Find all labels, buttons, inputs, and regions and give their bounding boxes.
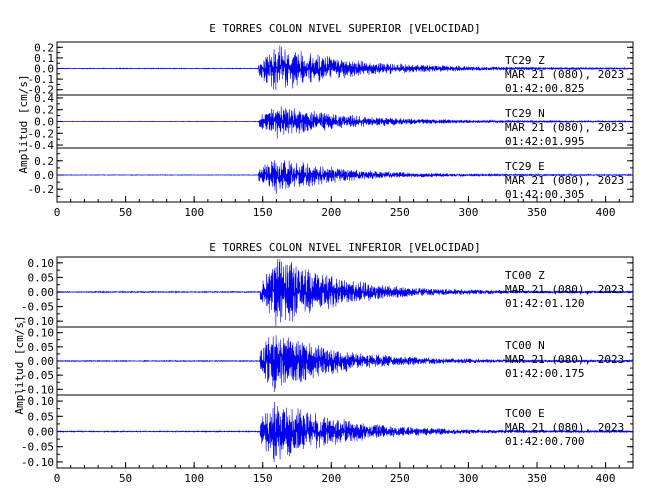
date-label: MAR 21 (080), 2023 [505, 353, 624, 366]
date-label: MAR 21 (080), 2023 [505, 68, 624, 81]
y-tick-label: 0.00 [28, 286, 55, 299]
station-component-label: TC00 N [505, 339, 545, 352]
lower-y-axis-label: Amplitud [cm/s] [13, 315, 26, 414]
station-component-label: TC29 E [505, 160, 545, 173]
time-label: 01:42:00.700 [505, 435, 584, 448]
y-tick-label: 0.10 [28, 327, 55, 340]
y-tick-label: 0.00 [28, 426, 55, 439]
y-tick-label: 0.1 [34, 52, 54, 65]
y-tick-label: 0.05 [28, 271, 55, 284]
waveform-line [56, 160, 634, 194]
time-label: 01:42:00.825 [505, 82, 584, 95]
y-tick-label: 0.0 [34, 63, 54, 76]
x-tick-label: 0 [54, 472, 61, 485]
date-label: MAR 21 (080), 2023 [505, 421, 624, 434]
y-tick-label: 0.2 [34, 41, 54, 54]
x-tick-label: 50 [119, 206, 132, 219]
x-tick-label: 400 [596, 206, 616, 219]
lower-chart-title: E TORRES COLON NIVEL INFERIOR [VELOCIDAD… [209, 241, 481, 254]
x-tick-label: 100 [184, 472, 204, 485]
x-tick-label: 150 [253, 206, 273, 219]
y-tick-label: 0.0 [34, 116, 54, 129]
upper-y-axis-label: Amplitud [cm/s] [17, 74, 30, 173]
station-component-label: TC00 E [505, 407, 545, 420]
x-tick-label: 300 [458, 206, 478, 219]
station-component-label: TC00 Z [505, 269, 545, 282]
time-label: 01:42:00.305 [505, 188, 584, 201]
x-tick-label: 200 [321, 206, 341, 219]
upper-level-chart: E TORRES COLON NIVEL SUPERIOR [VELOCIDAD… [17, 22, 634, 219]
upper-chart-title: E TORRES COLON NIVEL SUPERIOR [VELOCIDAD… [209, 22, 481, 35]
y-tick-label: 0.2 [34, 104, 54, 117]
x-tick-label: 200 [321, 472, 341, 485]
y-tick-label: 0.10 [28, 395, 55, 408]
station-component-label: TC29 Z [505, 54, 545, 67]
y-tick-label: 0.4 [34, 92, 54, 105]
y-tick-label: 0.0 [34, 169, 54, 182]
y-tick-label: -0.10 [21, 456, 54, 469]
waveform-line [56, 259, 634, 327]
y-tick-label: -0.2 [28, 84, 55, 97]
lower-level-chart: E TORRES COLON NIVEL INFERIOR [VELOCIDAD… [13, 241, 634, 485]
y-tick-label: -0.05 [21, 441, 54, 454]
y-tick-label: -0.05 [21, 301, 54, 314]
waveform-line [56, 335, 634, 392]
waveform-line [56, 402, 634, 463]
x-tick-label: 250 [390, 472, 410, 485]
x-tick-label: 50 [119, 472, 132, 485]
x-tick-label: 0 [54, 206, 61, 219]
x-tick-label: 350 [527, 472, 547, 485]
y-tick-label: -0.10 [21, 383, 54, 396]
x-tick-label: 250 [390, 206, 410, 219]
y-tick-label: 0.05 [28, 341, 55, 354]
x-tick-label: 350 [527, 206, 547, 219]
y-tick-label: -0.2 [28, 183, 55, 196]
waveform-line [56, 106, 634, 139]
station-component-label: TC29 N [505, 107, 545, 120]
y-tick-label: -0.4 [28, 139, 55, 152]
y-tick-label: -0.2 [28, 127, 55, 140]
x-tick-label: 100 [184, 206, 204, 219]
date-label: MAR 21 (080), 2023 [505, 283, 624, 296]
y-tick-label: -0.10 [21, 315, 54, 328]
x-tick-label: 300 [458, 472, 478, 485]
date-label: MAR 21 (080), 2023 [505, 174, 624, 187]
time-label: 01:42:01.995 [505, 135, 584, 148]
time-label: 01:42:01.120 [505, 297, 584, 310]
waveform-line [56, 45, 634, 91]
y-tick-label: 0.2 [34, 155, 54, 168]
y-tick-label: -0.05 [21, 369, 54, 382]
time-label: 01:42:00.175 [505, 367, 584, 380]
y-tick-label: 0.10 [28, 257, 55, 270]
x-tick-label: 150 [253, 472, 273, 485]
y-tick-label: 0.05 [28, 410, 55, 423]
date-label: MAR 21 (080), 2023 [505, 121, 624, 134]
y-tick-label: -0.1 [28, 73, 55, 86]
x-tick-label: 400 [596, 472, 616, 485]
y-tick-label: 0.00 [28, 355, 55, 368]
